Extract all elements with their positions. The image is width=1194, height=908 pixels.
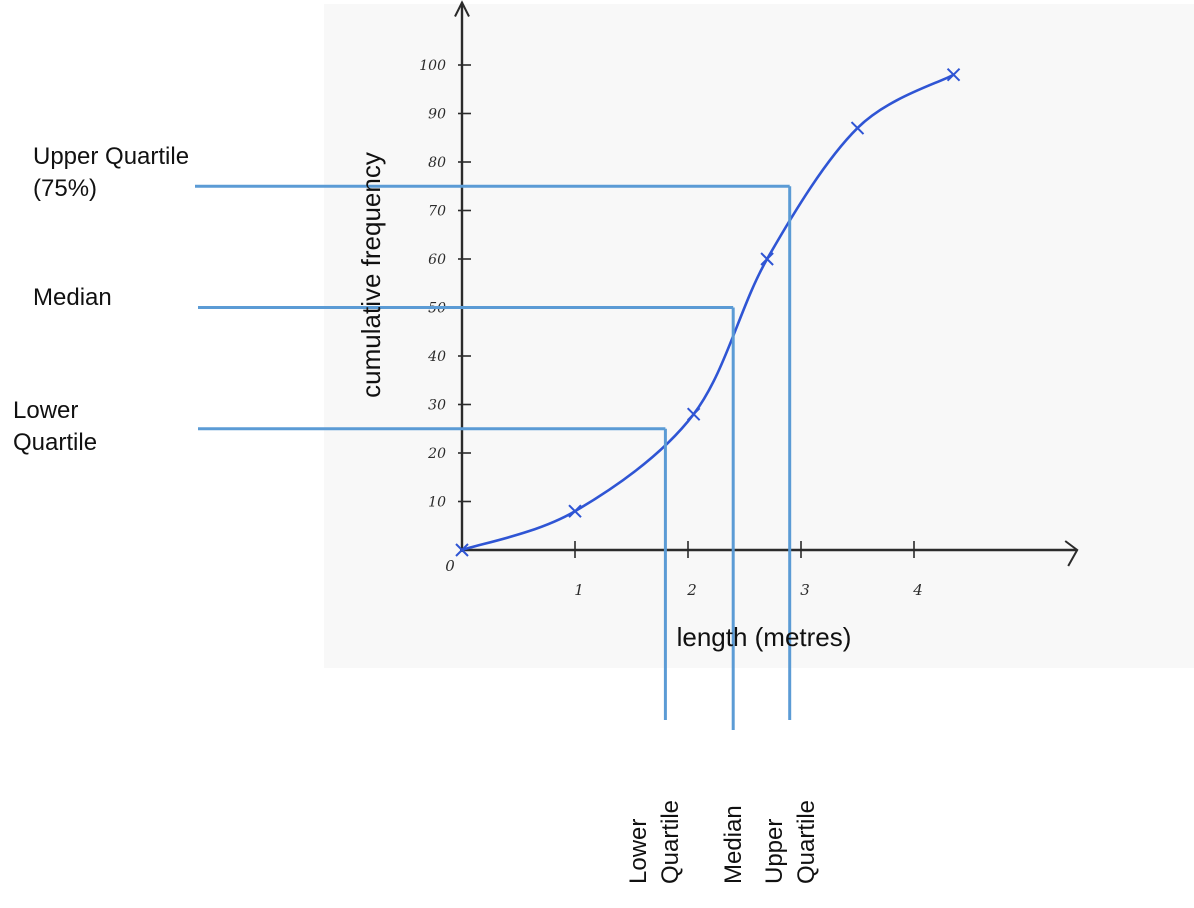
y-tick-label: 60 bbox=[428, 252, 446, 268]
x-tick-label: 2 bbox=[686, 581, 697, 599]
quartile-left-label: Quartile bbox=[13, 429, 97, 456]
x-tick-label: 3 bbox=[800, 581, 810, 599]
quartile-left-label: (75%) bbox=[33, 175, 97, 202]
quartile-bottom-label: Lower bbox=[625, 819, 652, 884]
quartile-bottom-label: Upper bbox=[761, 819, 788, 884]
plot-background bbox=[324, 4, 1194, 668]
x-axis-title: length (metres) bbox=[677, 622, 852, 652]
y-tick-label: 70 bbox=[428, 204, 446, 220]
y-tick-label: 20 bbox=[427, 446, 446, 462]
y-axis-title: cumulative frequency bbox=[356, 152, 386, 398]
x-axis-arrow bbox=[1064, 540, 1079, 567]
x-tick-label: 4 bbox=[912, 581, 923, 599]
quartile-left-label: Upper Quartile bbox=[33, 143, 189, 170]
y-tick-label: 40 bbox=[427, 349, 446, 365]
y-axis-arrow bbox=[454, 0, 470, 17]
data-point-marker bbox=[568, 504, 582, 518]
data-point-marker bbox=[686, 407, 701, 421]
quartile-bottom-label: Quartile bbox=[793, 800, 820, 884]
quartile-bottom-label: Quartile bbox=[657, 800, 684, 884]
y-tick-label: 80 bbox=[428, 155, 446, 171]
data-point-marker bbox=[455, 543, 469, 557]
quartile-left-label: Lower bbox=[13, 397, 78, 424]
origin-label: 0 bbox=[445, 557, 455, 575]
data-point-marker bbox=[760, 252, 774, 266]
data-point-marker bbox=[850, 121, 865, 135]
quartile-left-label: Median bbox=[33, 284, 112, 311]
x-tick-label: 1 bbox=[574, 581, 584, 599]
y-tick-label: 30 bbox=[428, 398, 446, 414]
quartile-bottom-label: Median bbox=[720, 805, 747, 884]
y-tick-label: 90 bbox=[428, 107, 446, 123]
y-tick-label: 10 bbox=[428, 495, 446, 511]
data-point-marker bbox=[946, 67, 961, 82]
y-tick-label: 100 bbox=[419, 58, 446, 74]
